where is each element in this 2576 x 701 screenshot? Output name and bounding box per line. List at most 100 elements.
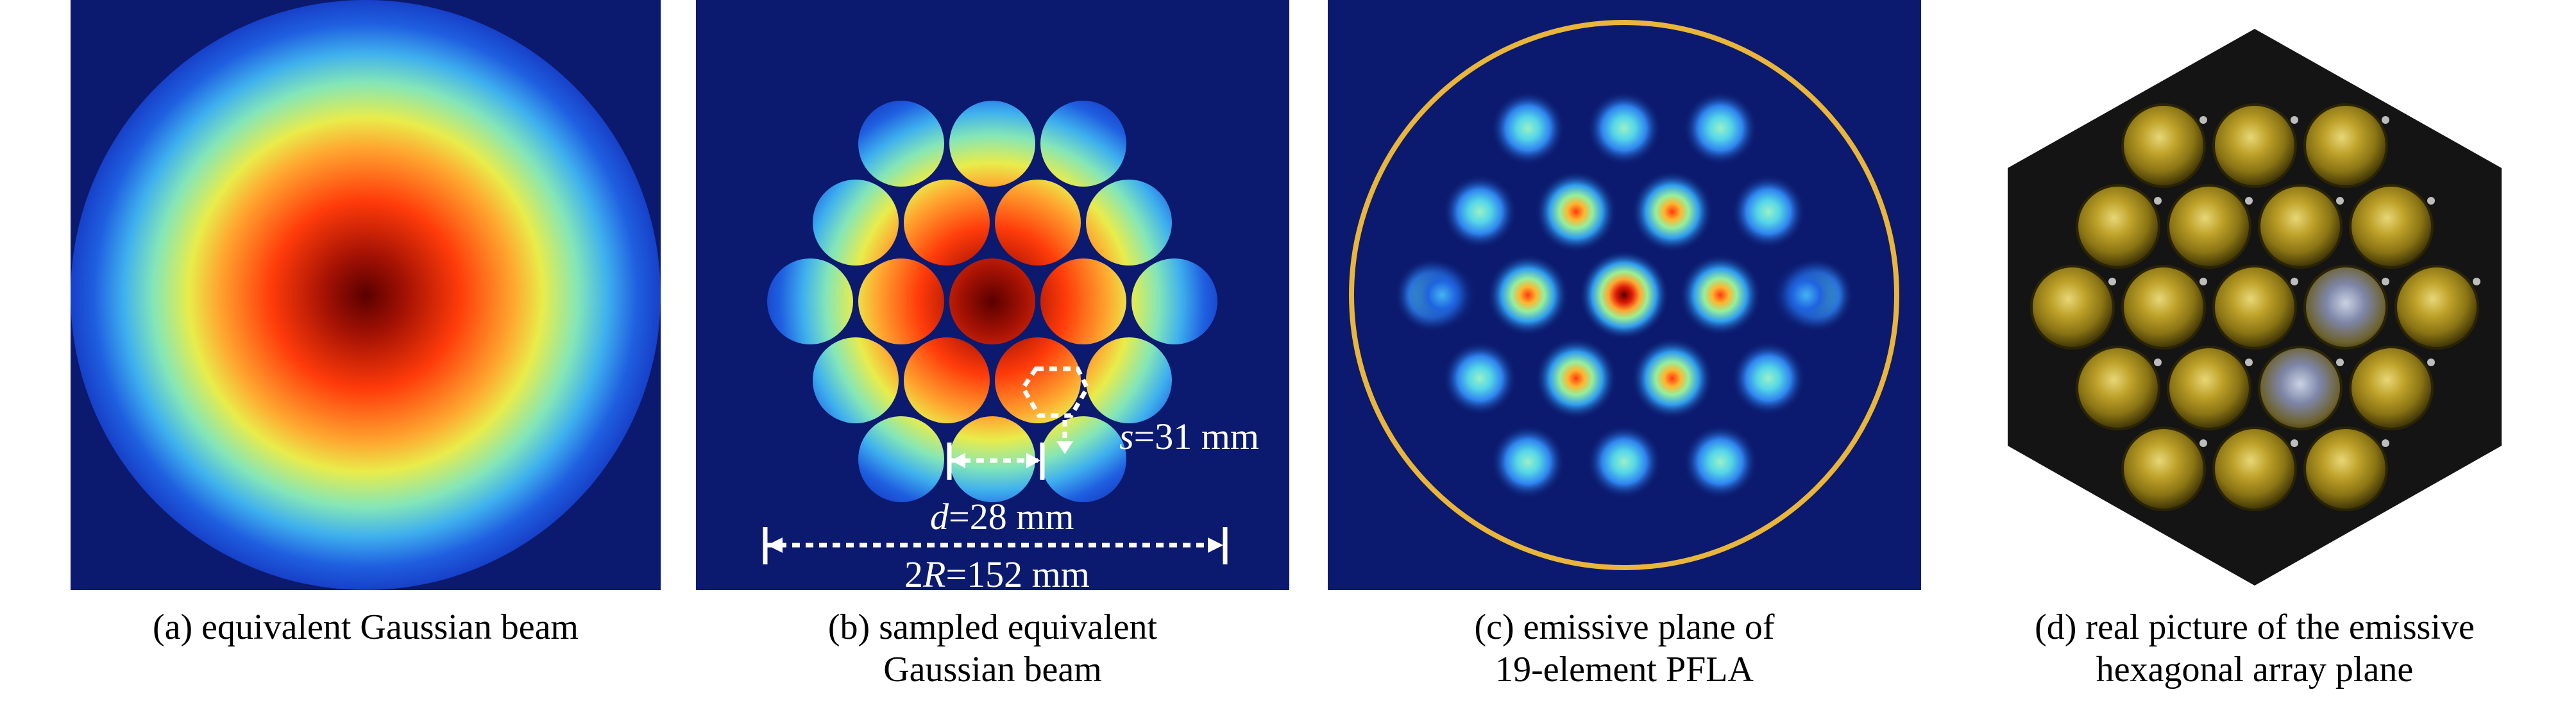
lens-element — [2076, 184, 2160, 269]
sampling-aperture — [1086, 337, 1172, 423]
diameter-var: d — [930, 496, 949, 537]
sampling-aperture — [767, 258, 853, 344]
sampling-apertures — [767, 101, 1217, 502]
caption-a: (a) equivalent Gaussian beam — [153, 607, 579, 647]
sampling-aperture — [904, 337, 990, 423]
lens-element — [2030, 265, 2115, 350]
lens-element — [2349, 346, 2434, 430]
sampling-aperture — [858, 258, 944, 344]
lens-element — [2349, 184, 2434, 269]
mount-screw — [2199, 439, 2207, 447]
emitter-spot — [1683, 91, 1758, 165]
emitter-spot — [1443, 174, 1517, 249]
emitter-spot — [1491, 425, 1565, 499]
emitter-spot — [1731, 341, 1806, 416]
spacing-label: s=31 mm — [1119, 416, 1259, 457]
spacing-marker — [1020, 366, 1090, 418]
aperture-arrow-left — [767, 537, 783, 553]
sampling-aperture — [813, 180, 899, 266]
spacing-arrow-head — [1056, 441, 1073, 454]
sampling-aperture — [949, 101, 1035, 187]
sampling-aperture — [995, 180, 1081, 266]
emitter-spot — [1443, 341, 1517, 416]
lens-element — [2121, 427, 2206, 511]
emitter-spot — [1487, 254, 1569, 336]
mount-screw — [2199, 278, 2207, 285]
sampling-aperture — [1086, 180, 1172, 266]
emitter-spot — [1579, 250, 1669, 340]
mount-screw — [2291, 116, 2298, 124]
mount-screw — [2245, 197, 2253, 205]
mount-screw — [2199, 116, 2207, 124]
mount-screw — [2245, 359, 2253, 366]
lens-element — [2076, 346, 2160, 430]
sampling-aperture — [995, 337, 1081, 423]
mount-screw — [2336, 197, 2344, 205]
emitter-spot — [1587, 425, 1661, 499]
sampling-aperture — [1040, 101, 1126, 187]
emissive-boundary-ring — [1349, 20, 1899, 570]
diameter-label: d=28 mm — [930, 496, 1074, 537]
mount-screw — [2336, 359, 2344, 366]
sampling-aperture — [1040, 258, 1126, 344]
lens-element — [2121, 265, 2206, 350]
emitter-spot — [1491, 91, 1565, 165]
panel-c-emissive-plane — [1328, 0, 1921, 590]
mount-screw — [2427, 197, 2435, 205]
lens-element — [2303, 427, 2388, 511]
lens-element — [2258, 184, 2343, 269]
spacing-value: =31 mm — [1134, 416, 1259, 457]
caption-b: (b) sampled equivalent Gaussian beam — [827, 607, 1158, 689]
mount-screw — [2291, 439, 2298, 447]
mount-screw — [2382, 116, 2389, 124]
mount-screw — [2108, 278, 2116, 285]
aperture-arrow-right — [1208, 537, 1223, 553]
caption-c: (c) emissive plane of 19-element PFLA — [1474, 607, 1775, 689]
mount-screw — [2154, 359, 2162, 366]
emitter-spot — [1535, 337, 1617, 419]
sampling-aperture — [813, 337, 899, 423]
mount-screw — [2382, 439, 2389, 447]
mount-screw — [2427, 359, 2435, 366]
lens-element — [2303, 265, 2388, 350]
mount-screw — [2291, 278, 2298, 285]
lens-element — [2212, 427, 2297, 511]
lens-element — [2212, 265, 2297, 350]
panel-b-sampled-beam: s=31 mm d=28 mm 2R=152 mm — [696, 0, 1289, 590]
lens-element — [2394, 265, 2479, 350]
lens-element — [2167, 184, 2251, 269]
spacing-var: s — [1119, 416, 1134, 457]
sampling-aperture — [1040, 416, 1126, 502]
aperture-var: R — [922, 553, 945, 590]
diameter-arrow-right — [1026, 453, 1040, 468]
emitter-spot — [1587, 91, 1661, 165]
lens-element — [2167, 346, 2251, 430]
emitter-spot — [1407, 260, 1477, 330]
panel-d-real-picture — [2004, 29, 2505, 587]
mount-screw — [2154, 197, 2162, 205]
emitter-spots — [1394, 91, 1854, 499]
aperture-value: =152 mm — [945, 553, 1089, 590]
aperture-label: 2R=152 mm — [904, 553, 1090, 590]
emitter-spot — [1679, 254, 1761, 336]
sampling-aperture — [858, 416, 944, 502]
lens-element — [2121, 103, 2206, 188]
diameter-value: =28 mm — [949, 496, 1074, 537]
sampling-aperture — [949, 258, 1035, 344]
mount-screw — [2382, 278, 2389, 285]
emitter-spot — [1683, 425, 1758, 499]
sampling-aperture — [1131, 258, 1217, 344]
lens-element — [2303, 103, 2388, 188]
sampling-aperture — [904, 180, 990, 266]
emitter-spot — [1771, 260, 1842, 330]
emitter-spot — [1731, 174, 1806, 249]
gaussian-beam-profile — [71, 0, 661, 590]
panel-a-gaussian-beam — [71, 0, 661, 590]
emitter-spot — [1631, 337, 1713, 419]
sampling-aperture — [858, 101, 944, 187]
diameter-arrow-left — [951, 453, 965, 468]
lens-element — [2258, 346, 2343, 430]
aperture-prefix: 2 — [904, 553, 923, 590]
lens-array — [2030, 103, 2480, 511]
mount-screw — [2473, 278, 2480, 285]
